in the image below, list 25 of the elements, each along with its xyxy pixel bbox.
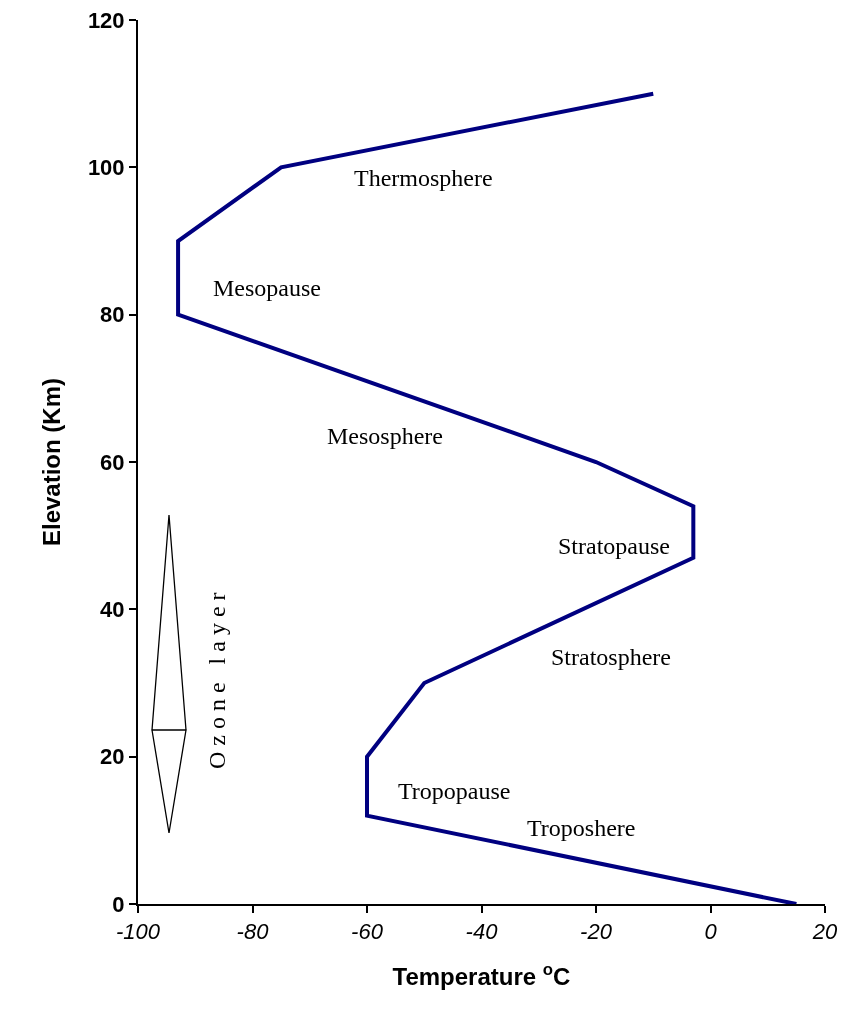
annotation: Tropopause (398, 778, 511, 804)
y-tick-label: 40 (100, 597, 125, 623)
y-tick-label: 20 (100, 744, 125, 770)
line-series (176, 91, 799, 904)
x-tick-label: 20 (811, 919, 838, 945)
x-tick-label: -80 (236, 919, 270, 945)
y-axis-title: Elevation (Km) (38, 377, 66, 547)
annotation: Mesosphere (327, 423, 443, 449)
annotation: Mesopause (213, 275, 321, 301)
y-tick-label: 100 (87, 155, 125, 181)
annotation: Stratosphere (551, 644, 671, 670)
annotation: O z o n e l a y e r (204, 592, 231, 770)
annotation: Troposhere (527, 815, 636, 841)
x-axis-title: Temperature $^{o}$C (392, 960, 571, 991)
annotation: Stratopause (558, 533, 670, 559)
x-tick-label: -100 (115, 919, 161, 945)
x-tick-label: -60 (351, 919, 384, 945)
x-tick-label: -40 (465, 919, 499, 945)
y-tick-label: 60 (100, 449, 125, 475)
x-tick-label: -20 (580, 919, 613, 945)
y-tick-label: 80 (100, 302, 125, 328)
y-tick-label: 0 (112, 891, 125, 917)
annotation: Thermosphere (354, 165, 493, 191)
x-tick-label: 0 (704, 919, 718, 945)
y-tick-label: 120 (87, 7, 125, 33)
